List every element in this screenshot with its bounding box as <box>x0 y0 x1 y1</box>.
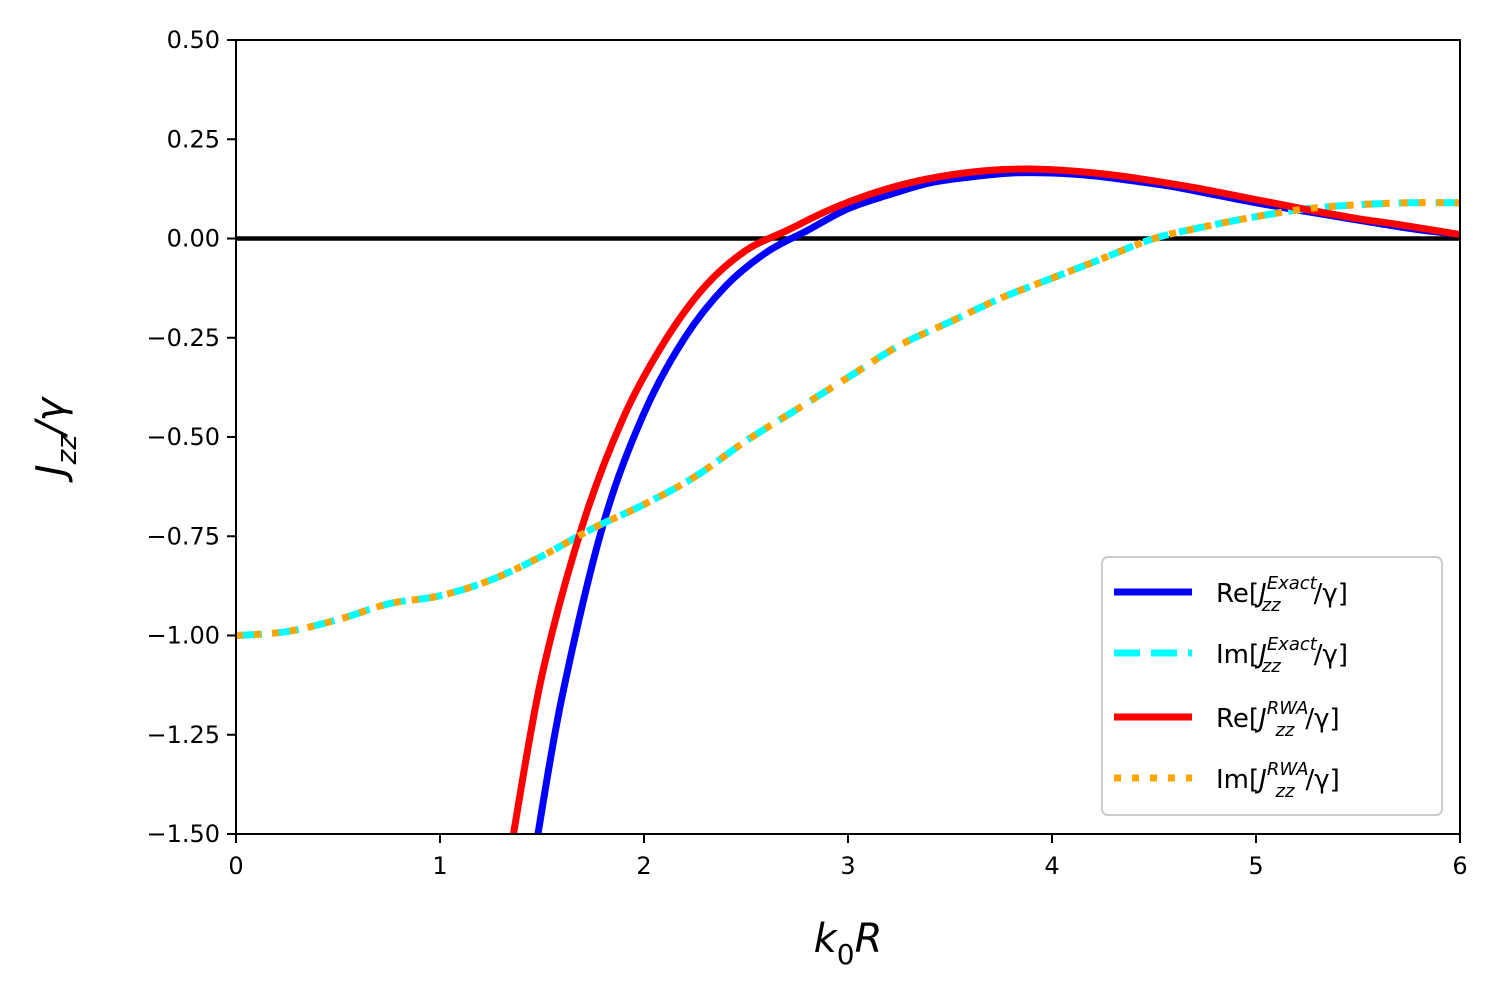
x-tick-label: 3 <box>840 852 855 880</box>
y-tick-label: −0.75 <box>146 522 220 550</box>
x-title-rest: R <box>855 916 883 962</box>
y-tick-label: −1.25 <box>146 721 220 749</box>
x-axis-title: k0R <box>814 916 883 971</box>
y-tick-label: −0.25 <box>146 324 220 352</box>
x-axis-ticks: 0 1 2 3 4 5 6 <box>228 834 1468 880</box>
legend-label-sub: zz <box>1274 720 1294 741</box>
legend: Re[JExact zz/γ] Im[JExact zz/γ] Re[JRWA zz/γ]… <box>1101 556 1443 816</box>
legend-label-sub: zz <box>1261 656 1281 677</box>
y-axis-title: Jzz/γ <box>28 396 83 484</box>
legend-label-suffix: /γ] <box>1305 765 1339 795</box>
x-tick-label: 0 <box>228 852 243 880</box>
legend-entry-im-exact: Im[JExact zz/γ] <box>1114 634 1348 677</box>
legend-label-prefix: Im[ <box>1216 640 1259 670</box>
legend-label-suffix: /γ] <box>1314 640 1348 670</box>
legend-label: Re[JExact zz/γ] <box>1216 573 1348 616</box>
legend-label-sup: Exact <box>1267 573 1318 594</box>
legend-box <box>1101 556 1443 816</box>
legend-label-prefix: Re[ <box>1216 579 1259 609</box>
legend-label-prefix: Re[ <box>1216 704 1259 734</box>
legend-label-suffix: /γ] <box>1314 579 1348 609</box>
legend-entry-re-rwa: Re[JRWA zz/γ] <box>1114 698 1340 741</box>
x-title-base: k <box>814 916 839 962</box>
legend-entry-re-exact: Re[JExact zz/γ] <box>1114 573 1348 616</box>
x-tick-label: 4 <box>1044 852 1059 880</box>
y-tick-label: −1.50 <box>146 820 220 848</box>
y-title-rest: /γ <box>28 396 74 438</box>
legend-label: Im[JExact zz/γ] <box>1216 634 1348 677</box>
y-tick-label: 0.25 <box>167 125 220 153</box>
legend-label-prefix: Im[ <box>1216 765 1259 795</box>
legend-label: Re[JRWA zz/γ] <box>1216 698 1340 741</box>
legend-label: Im[JRWA zz/γ] <box>1216 759 1340 802</box>
x-tick-label: 5 <box>1248 852 1263 880</box>
series-re-rwa-line <box>509 165 1460 834</box>
legend-label-sup: RWA <box>1267 698 1309 719</box>
legend-label-sub: zz <box>1275 781 1295 802</box>
legend-label-sup: Exact <box>1267 634 1318 655</box>
legend-label-suffix: /γ] <box>1305 704 1339 734</box>
y-tick-label: −0.50 <box>146 423 220 451</box>
legend-entry-im-rwa: Im[JRWA zz/γ] <box>1114 759 1340 802</box>
y-title-sub: zz <box>50 434 83 466</box>
legend-label-sub: zz <box>1261 595 1281 616</box>
y-tick-label: 0.50 <box>167 26 220 54</box>
y-axis-ticks: 0.50 0.25 0.00 −0.25 −0.50 −0.75 −1.00 −1.25 −1.… <box>146 26 236 848</box>
x-title-sub: 0 <box>837 938 855 971</box>
plot-frame <box>235 39 1461 835</box>
legend-label-sup: RWA <box>1267 759 1309 780</box>
y-title-base: J <box>28 464 74 483</box>
y-tick-label: 0.00 <box>167 225 220 253</box>
x-tick-label: 2 <box>636 852 651 880</box>
x-tick-label: 6 <box>1452 852 1467 880</box>
x-tick-label: 1 <box>432 852 447 880</box>
series-im-exact-line <box>236 199 1460 639</box>
y-tick-label: −1.00 <box>146 622 220 650</box>
plot-area <box>236 165 1460 834</box>
